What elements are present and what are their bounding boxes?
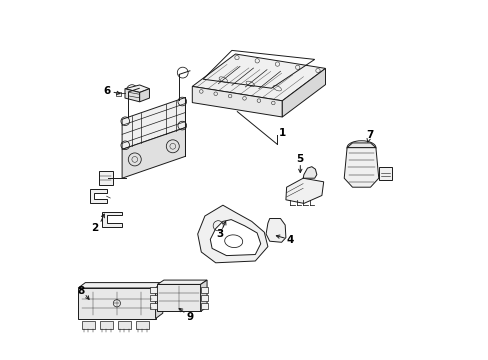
Polygon shape xyxy=(155,283,163,319)
Polygon shape xyxy=(100,321,113,329)
Polygon shape xyxy=(122,98,185,149)
Polygon shape xyxy=(102,212,122,227)
Polygon shape xyxy=(303,167,316,178)
Text: 8: 8 xyxy=(77,286,84,296)
Text: 6: 6 xyxy=(103,86,110,96)
Polygon shape xyxy=(265,219,285,242)
Polygon shape xyxy=(90,189,106,203)
Text: 2: 2 xyxy=(91,222,99,233)
Polygon shape xyxy=(192,86,282,117)
Polygon shape xyxy=(140,89,149,102)
Text: 9: 9 xyxy=(186,312,194,322)
Polygon shape xyxy=(78,283,163,288)
Polygon shape xyxy=(150,287,157,293)
Polygon shape xyxy=(197,205,267,263)
Text: 3: 3 xyxy=(216,229,223,239)
Polygon shape xyxy=(346,143,375,148)
FancyBboxPatch shape xyxy=(99,171,113,185)
Polygon shape xyxy=(192,54,325,101)
Polygon shape xyxy=(150,303,157,309)
Polygon shape xyxy=(344,148,378,187)
Polygon shape xyxy=(200,295,207,301)
Polygon shape xyxy=(150,295,157,301)
Polygon shape xyxy=(285,178,323,203)
Text: 4: 4 xyxy=(286,235,294,245)
Polygon shape xyxy=(200,287,207,293)
Text: 1: 1 xyxy=(278,128,285,138)
Polygon shape xyxy=(200,303,207,309)
Polygon shape xyxy=(200,280,206,311)
Polygon shape xyxy=(125,85,149,93)
Text: 5: 5 xyxy=(296,154,304,164)
Polygon shape xyxy=(118,321,131,329)
Polygon shape xyxy=(81,321,95,329)
Polygon shape xyxy=(78,288,155,319)
Polygon shape xyxy=(157,284,200,311)
Polygon shape xyxy=(125,89,140,102)
Polygon shape xyxy=(210,220,260,256)
Polygon shape xyxy=(157,280,206,284)
Polygon shape xyxy=(122,127,185,178)
Polygon shape xyxy=(282,68,325,117)
Polygon shape xyxy=(378,167,391,180)
Polygon shape xyxy=(136,321,149,329)
Text: 7: 7 xyxy=(366,130,373,140)
Polygon shape xyxy=(116,91,121,96)
